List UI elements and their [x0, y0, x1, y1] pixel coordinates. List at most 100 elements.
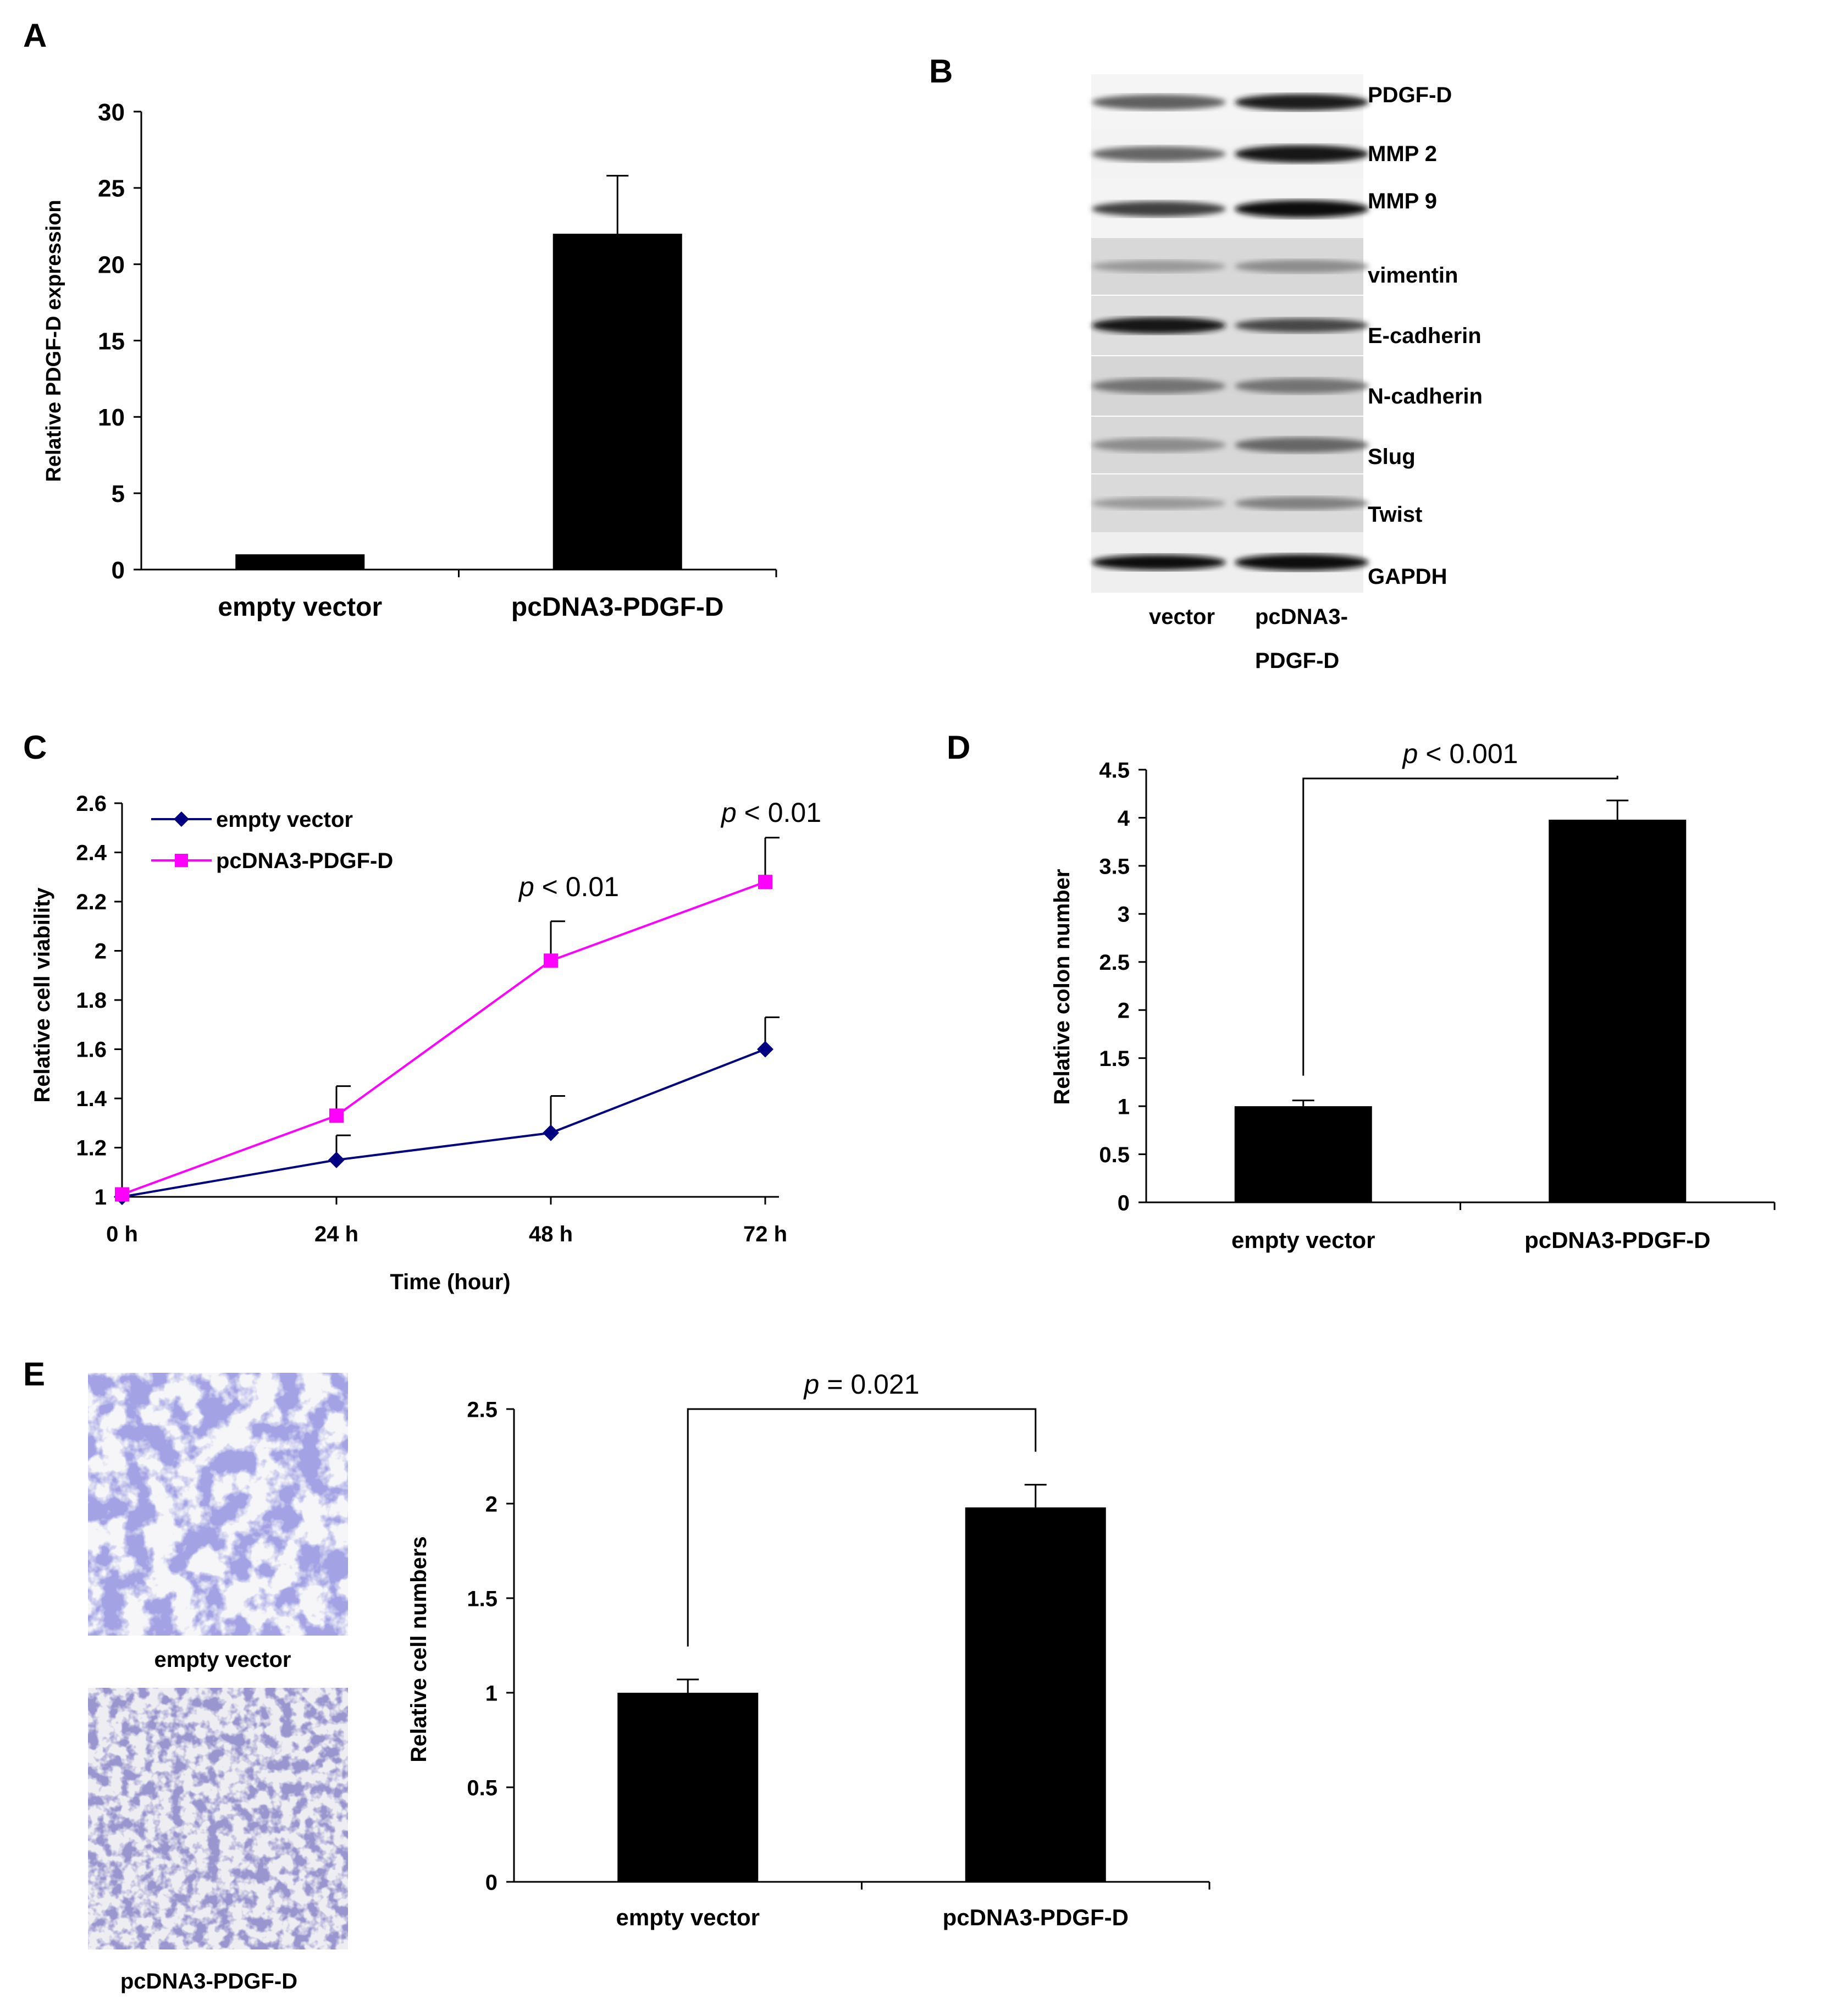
point-pcdna3-pdgf-d [758, 875, 772, 890]
blot-lane-label: PDGF-D [1255, 649, 1339, 673]
x-tick-label: 48 h [529, 1222, 573, 1246]
bar-pcdna3-pdgf-d [965, 1507, 1106, 1882]
x-tick-label: pcDNA3-PDGF-D [1524, 1227, 1710, 1253]
point-pcdna3-pdgf-d [544, 953, 558, 968]
micrograph-empty-vector-stain [88, 1373, 348, 1636]
micrograph-pcdna3-pdgf-d-stain [88, 1688, 348, 1949]
x-tick-label: pcDNA3-PDGF-D [943, 1904, 1129, 1930]
blot-band-vimentin-lane1 [1092, 260, 1226, 273]
y-tick-label: 1 [485, 1681, 498, 1705]
blot-band-vimentin-lane2 [1235, 259, 1369, 273]
y-tick-label: 3.5 [1099, 854, 1130, 879]
y-tick-label: 0.5 [467, 1776, 498, 1800]
y-tick-label: 0 [112, 557, 125, 584]
blot-band-mmp-2-lane1 [1092, 146, 1226, 162]
panel-label-d: D [947, 729, 970, 766]
bar-pcdna3-pdgf-d [552, 234, 682, 570]
blot-band-e-cadherin-lane2 [1235, 318, 1369, 333]
line-chart-relative-cell-viability: 1 1.2 1.4 1.6 1.8 2 2.2 2.4 2.6 0 h 24 h 48 h 72 h em… [30, 792, 821, 1294]
x-tick-label: 0 h [106, 1222, 138, 1246]
y-tick-label: 3 [1118, 903, 1130, 927]
blot-band-mmp-2-lane2 [1235, 145, 1369, 163]
blot-lane-label: vector [1149, 605, 1215, 629]
blot-band-mmp-9-lane2 [1235, 200, 1369, 218]
blot-protein-label: Twist [1368, 502, 1422, 527]
blot-band-gapdh-lane1 [1092, 555, 1226, 570]
y-tick-label: 15 [98, 328, 125, 355]
x-tick-label: empty vector [218, 593, 382, 622]
p-value-annotation: p < 0.01 [720, 797, 821, 828]
panel-label-e: E [23, 1356, 45, 1393]
y-axis-label: Relative cell viability [30, 887, 54, 1103]
p-value-annotation: p < 0.01 [518, 871, 619, 902]
y-tick-label: 0.5 [1099, 1143, 1130, 1167]
y-axis-label: Relative colon number [1050, 869, 1074, 1105]
bar-empty-vector [617, 1693, 759, 1882]
bar-empty-vector [235, 554, 365, 570]
series-line-empty-vector [121, 1048, 766, 1198]
blot-band-mmp-9-lane1 [1092, 201, 1226, 217]
y-tick-label: 20 [98, 252, 125, 279]
series-line-pcdna3-pdgf-d [121, 881, 766, 1196]
y-tick-label: 2.4 [76, 841, 107, 865]
y-tick-label: 1.4 [76, 1087, 107, 1111]
blot-band-n-cadherin-lane1 [1092, 378, 1226, 394]
x-tick-label: 24 h [314, 1222, 358, 1246]
bar-empty-vector [1234, 1106, 1372, 1202]
blot-lane-label: pcDNA3- [1255, 605, 1348, 629]
bar-chart-relative-pdgf-d-expression: 0 5 10 15 20 25 30 empty vector pcDNA3-PDGF-D Re… [42, 99, 777, 622]
p-value-annotation: p = 0.021 [803, 1369, 920, 1400]
blot-band-gapdh-lane2 [1235, 554, 1369, 571]
bar-chart-relative-cell-numbers: 0 0.5 1 1.5 2 2.5 empty vector pcDNA3-PDGF-D p =… [407, 1369, 1211, 1930]
significance-bracket [687, 1408, 1037, 1647]
blot-protein-label: GAPDH [1368, 565, 1447, 589]
x-tick-label: empty vector [616, 1904, 760, 1930]
blot-band-e-cadherin-lane1 [1092, 317, 1226, 334]
blot-band-pdgf-d-lane1 [1092, 95, 1226, 110]
p-value-annotation: p < 0.001 [1402, 738, 1518, 769]
y-tick-label: 1 [95, 1185, 107, 1209]
y-tick-label: 2.5 [467, 1398, 498, 1422]
point-empty-vector [543, 1124, 559, 1141]
blot-protein-label: MMP 2 [1368, 142, 1437, 166]
y-tick-label: 2.5 [1099, 951, 1130, 975]
panel-label-b: B [929, 53, 953, 90]
y-tick-label: 1 [1118, 1095, 1130, 1119]
y-tick-label: 2.6 [76, 792, 107, 816]
x-tick-label: 72 h [743, 1222, 787, 1246]
point-pcdna3-pdgf-d [115, 1187, 129, 1202]
y-tick-label: 1.8 [76, 988, 107, 1013]
y-tick-label: 4.5 [1099, 758, 1130, 782]
blot-protein-label: PDGF-D [1368, 83, 1452, 107]
blot-protein-label: vimentin [1368, 263, 1458, 288]
micrograph-label-pcdna3-pdgf-d: pcDNA3-PDGF-D [120, 1969, 297, 1993]
legend-label: pcDNA3-PDGF-D [216, 849, 393, 873]
legend-marker [175, 854, 188, 867]
bar-chart-relative-colon-number: 0 0.5 1 1.5 2 2.5 3 3.5 4 4.5 empty vector pcDNA3-P… [1050, 738, 1776, 1253]
micrograph-label-empty-vector: empty vector [154, 1648, 291, 1672]
y-tick-label: 4 [1118, 807, 1130, 831]
blot-band-twist-lane1 [1092, 497, 1226, 510]
blot-protein-label: MMP 9 [1368, 189, 1437, 213]
blot-band-slug-lane2 [1235, 437, 1369, 453]
y-tick-label: 1.6 [76, 1038, 107, 1062]
legend-marker [174, 811, 189, 827]
blot-protein-label: E-cadherin [1368, 324, 1482, 348]
y-axis-label: Relative cell numbers [407, 1536, 431, 1762]
blot-band-pdgf-d-lane2 [1235, 94, 1369, 111]
panel-label-a: A [23, 17, 47, 54]
y-tick-label: 2 [485, 1492, 498, 1516]
y-tick-label: 5 [112, 480, 125, 507]
y-axis-label: Relative PDGF-D expression [42, 200, 65, 482]
legend-label: empty vector [216, 808, 353, 832]
y-tick-label: 2.2 [76, 890, 107, 914]
blot-protein-label: N-cadherin [1368, 384, 1483, 408]
x-axis-label: Time (hour) [390, 1270, 510, 1294]
point-empty-vector [757, 1041, 773, 1058]
significance-bracket [1302, 775, 1618, 1076]
blot-band-slug-lane1 [1092, 438, 1226, 452]
x-tick-label: empty vector [1231, 1227, 1375, 1253]
y-tick-label: 1.5 [467, 1587, 498, 1611]
y-tick-label: 2 [95, 940, 107, 964]
